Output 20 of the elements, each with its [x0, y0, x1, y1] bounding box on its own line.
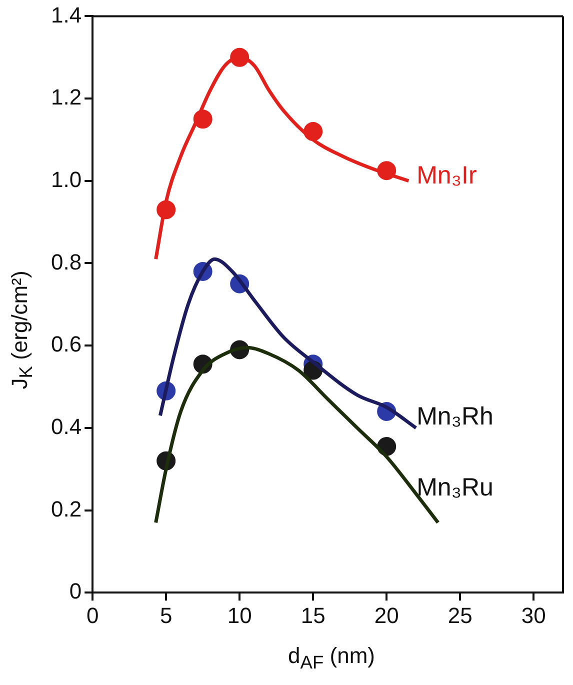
y-tick-label: 1.4	[50, 2, 82, 28]
x-tick-label: 10	[227, 602, 252, 628]
y-tick-label: 0	[69, 578, 82, 604]
x-tick-label: 25	[448, 602, 472, 628]
x-tick-label: 15	[300, 602, 326, 628]
y-tick-label: 1.2	[50, 84, 82, 110]
y-tick-label: 0.4	[50, 414, 82, 439]
x-tick-label: 30	[521, 602, 546, 628]
x-tick-label: 20	[374, 602, 399, 628]
series-label: Mn₃Ir	[416, 161, 477, 190]
x-tick-label: 5	[160, 602, 172, 628]
series-label: Mn₃Ru	[416, 473, 494, 502]
y-tick-label: 0.2	[50, 496, 82, 522]
x-tick-label: 0	[86, 602, 99, 628]
y-tick-label: 0.8	[50, 249, 82, 274]
x-axis-title: d$_{AF}$ (nm)	[287, 643, 376, 674]
y-tick-label: 1.0	[50, 166, 82, 192]
line-series	[158, 257, 418, 430]
series-label: Mn₃Rh	[416, 402, 494, 430]
y-tick-label: 0.6	[50, 332, 82, 357]
